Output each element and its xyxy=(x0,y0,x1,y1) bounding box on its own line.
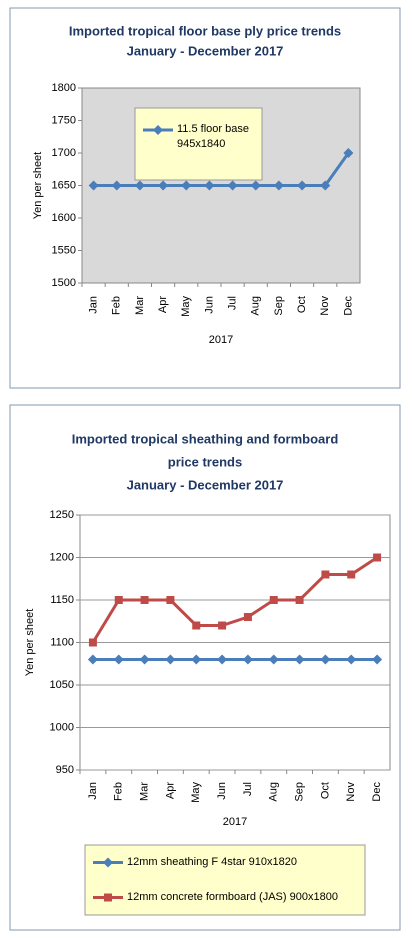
point xyxy=(165,654,176,665)
series-line xyxy=(91,556,378,644)
point xyxy=(114,596,123,604)
x-tick-label: Feb xyxy=(111,296,123,315)
y-tick-label: 1550 xyxy=(52,244,76,256)
point xyxy=(192,621,201,630)
point xyxy=(104,893,112,902)
point xyxy=(88,638,97,647)
y-axis-label: Yen per sheet xyxy=(24,609,36,676)
chart-title: Imported tropical floor base ply price t… xyxy=(69,23,341,38)
point xyxy=(103,857,113,868)
legend-label: 12mm concrete formboard (JAS) 900x1800 xyxy=(127,890,338,903)
y-tick-label: 1200 xyxy=(50,551,74,563)
legend-label-box: 11.5 floor base 945x1840 xyxy=(177,123,249,150)
point xyxy=(268,654,279,665)
point xyxy=(243,613,252,621)
point xyxy=(153,125,163,135)
legend-label: 11.5 floor base 945x1840 xyxy=(177,123,249,150)
y-tick-label: 1650 xyxy=(52,179,76,191)
y-tick-label: 950 xyxy=(56,764,74,776)
x-tick-label: Jun xyxy=(216,782,228,800)
y-tick-label: 1250 xyxy=(50,509,74,521)
point xyxy=(294,654,305,665)
x-tick-label: Mar xyxy=(138,782,150,801)
legend-label-box: 12mm sheathing F 4star 910x1820 xyxy=(127,855,297,868)
y-tick-label: 1150 xyxy=(50,594,74,606)
y-tick-label: 1600 xyxy=(52,212,76,224)
point xyxy=(242,654,253,665)
chart-title: price trends xyxy=(168,454,242,469)
point xyxy=(113,654,124,665)
point xyxy=(181,180,192,191)
x-tick-label: Nov xyxy=(345,782,357,802)
x-tick-label: Oct xyxy=(296,296,308,313)
point xyxy=(204,180,215,191)
chart-title: Imported tropical sheathing and formboar… xyxy=(72,431,339,446)
x-tick-label: Sep xyxy=(273,296,285,316)
point xyxy=(111,180,122,191)
y-tick-label: 1700 xyxy=(52,147,76,159)
x-tick-label: Dec xyxy=(371,782,383,802)
x-axis-label: 2017 xyxy=(209,334,233,346)
point xyxy=(320,180,331,191)
x-tick-label: Feb xyxy=(113,782,125,801)
legend-box xyxy=(84,844,366,916)
x-tick-label: Apr xyxy=(157,296,169,313)
legend-label: 12mm sheathing F 4star 910x1820 xyxy=(127,855,297,868)
point xyxy=(372,654,383,665)
x-tick-label: Nov xyxy=(319,296,331,316)
point xyxy=(166,596,175,604)
point xyxy=(295,596,304,604)
legend-box xyxy=(134,107,263,181)
x-tick-label: Apr xyxy=(164,782,176,799)
point xyxy=(320,654,331,665)
point xyxy=(346,654,357,665)
point xyxy=(191,654,202,665)
x-tick-label: Sep xyxy=(293,782,305,802)
y-tick-label: 1000 xyxy=(50,721,74,733)
legend-label-box: 12mm concrete formboard (JAS) 900x1800 xyxy=(127,890,338,903)
point xyxy=(250,180,261,191)
x-tick-label: May xyxy=(180,296,192,317)
x-tick-label: Jun xyxy=(203,296,215,314)
x-tick-label: Mar xyxy=(134,296,146,315)
point xyxy=(343,148,354,158)
y-tick-label: 1500 xyxy=(52,277,76,289)
point xyxy=(217,654,228,665)
chart-title: January - December 2017 xyxy=(127,477,284,492)
y-tick-label: 1800 xyxy=(52,82,76,94)
point xyxy=(269,596,278,604)
point xyxy=(273,180,284,191)
x-tick-label: Jul xyxy=(242,782,254,796)
point xyxy=(218,621,227,630)
point xyxy=(139,654,150,665)
point xyxy=(297,180,308,191)
x-tick-label: Jan xyxy=(87,782,99,800)
y-tick-label: 1100 xyxy=(50,636,74,648)
y-tick-label: 1050 xyxy=(50,679,74,691)
x-tick-label: Oct xyxy=(319,782,331,799)
point xyxy=(87,654,98,665)
point xyxy=(347,570,356,579)
point xyxy=(134,180,145,191)
chart-title: January - December 2017 xyxy=(127,43,284,58)
point xyxy=(373,553,382,562)
x-tick-label: Jan xyxy=(87,296,99,314)
y-tick-label: 1750 xyxy=(52,114,76,126)
point xyxy=(140,596,149,604)
x-tick-label: Dec xyxy=(342,296,354,316)
point xyxy=(227,180,238,191)
x-tick-label: Aug xyxy=(250,296,262,316)
x-tick-label: Jul xyxy=(226,296,238,310)
x-tick-label: May xyxy=(190,782,202,803)
y-axis-label: Yen per sheet xyxy=(32,152,44,219)
point xyxy=(158,180,169,191)
point xyxy=(88,180,99,191)
x-axis-label: 2017 xyxy=(223,816,247,828)
point xyxy=(321,570,330,579)
x-tick-label: Aug xyxy=(268,782,280,802)
